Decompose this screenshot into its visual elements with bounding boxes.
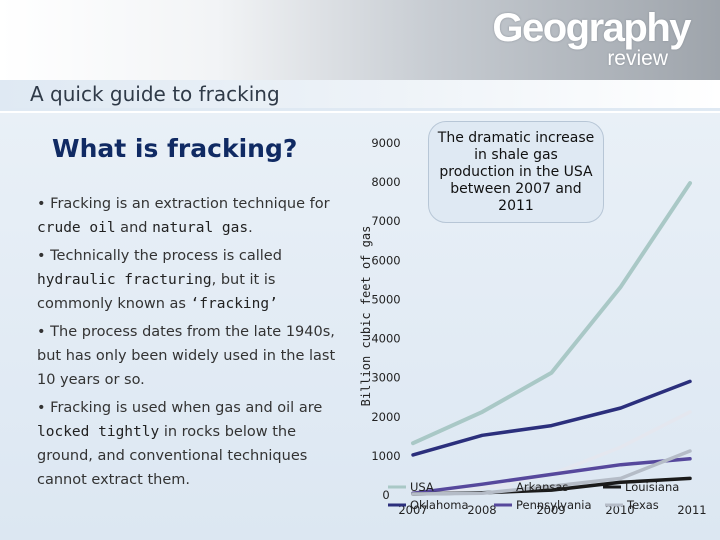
bullet-4: • Fracking is used when gas and oil are … xyxy=(37,400,323,488)
y-tick-label: 9000 xyxy=(371,136,400,150)
y-axis-label: Billion cubic feet of gas xyxy=(359,226,373,407)
x-tick-label: 2009 xyxy=(536,503,565,517)
legend-label: Pennsylvania xyxy=(516,498,592,512)
legend-label: Texas xyxy=(626,498,659,512)
y-tick-label: 7000 xyxy=(371,214,400,228)
series-line-pennsylvania xyxy=(411,457,692,495)
series-line-texas xyxy=(411,449,692,496)
legend-label: Arkansas xyxy=(516,480,568,494)
legend-label: USA xyxy=(410,480,434,494)
y-tick-label: 6000 xyxy=(371,253,400,267)
series-line-usa xyxy=(411,181,692,446)
divider xyxy=(0,111,720,113)
chart-callout: The dramatic increase in shale gas produ… xyxy=(428,121,604,223)
y-tick-label: 2000 xyxy=(371,410,400,424)
x-tick-label: 2011 xyxy=(677,503,706,517)
slide-subtitle: A quick guide to fracking xyxy=(30,82,280,106)
y-tick-label: 0 xyxy=(382,488,389,502)
x-tick-label: 2008 xyxy=(467,503,496,517)
bullet-1: • Fracking is an extraction technique fo… xyxy=(37,196,330,236)
y-tick-label: 5000 xyxy=(371,292,400,306)
logo-title: Geography xyxy=(492,6,691,50)
page-title: What is fracking? xyxy=(52,134,298,163)
y-tick-label: 1000 xyxy=(371,449,400,463)
bullet-2: • Technically the process is called hydr… xyxy=(37,248,282,312)
y-tick-label: 4000 xyxy=(371,332,400,346)
bullet-3: • The process dates from the late 1940s,… xyxy=(37,324,336,388)
y-tick-label: 3000 xyxy=(371,371,400,385)
subtitle-band xyxy=(0,80,720,108)
series-line-oklahoma xyxy=(411,379,692,457)
header-banner xyxy=(0,0,720,80)
legend-label: Oklahoma xyxy=(410,498,469,512)
y-tick-label: 8000 xyxy=(371,175,400,189)
legend-label: Louisiana xyxy=(625,480,679,494)
logo-subtitle: review xyxy=(607,47,668,70)
